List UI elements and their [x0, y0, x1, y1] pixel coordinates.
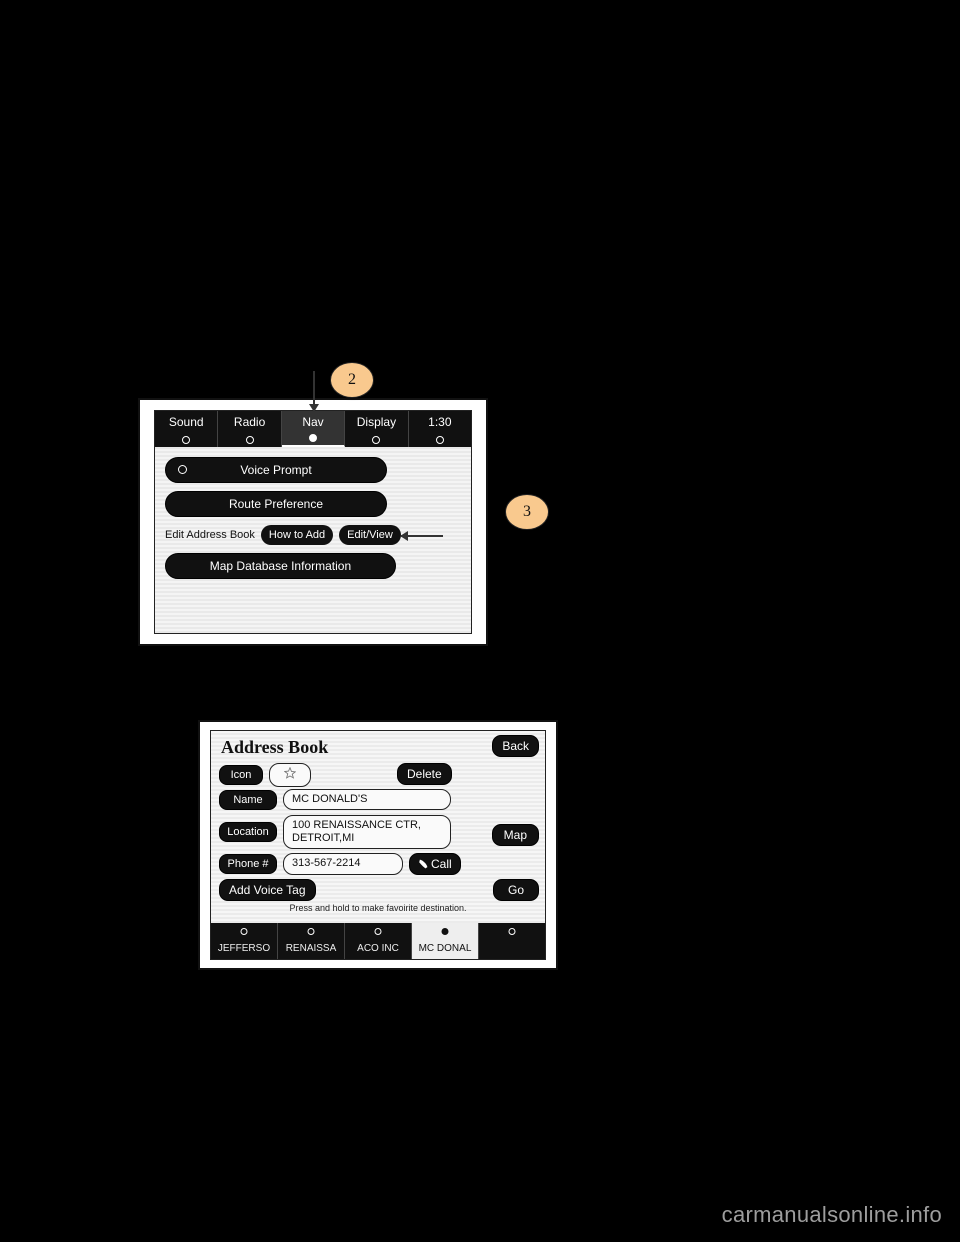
- edit-view-label: Edit/View: [347, 529, 393, 541]
- call-label: Call: [431, 857, 452, 871]
- nav-menu-body: Voice Prompt Route Preference Edit Addre…: [165, 457, 461, 587]
- route-preference-label: Route Preference: [229, 497, 323, 511]
- callout-2-leader: [313, 371, 315, 411]
- slot-label: MC DONAL: [419, 943, 472, 954]
- phone-button[interactable]: Phone #: [219, 854, 277, 874]
- address-book-screenshot: Address Book Back Icon Delete Name MC DO…: [198, 720, 558, 970]
- tab-sound-dot: [182, 436, 190, 444]
- location-button[interactable]: Location: [219, 822, 277, 842]
- name-value[interactable]: MC DONALD'S: [283, 789, 451, 810]
- callout-2: 2: [330, 362, 374, 398]
- phone-value[interactable]: 313-567-2214: [283, 853, 403, 874]
- address-book-panel: Address Book Back Icon Delete Name MC DO…: [210, 730, 546, 960]
- delete-button[interactable]: Delete: [397, 763, 452, 785]
- edit-address-book-label: Edit Address Book: [165, 529, 255, 541]
- tab-nav[interactable]: Nav: [282, 411, 345, 447]
- tab-radio-label: Radio: [234, 415, 265, 429]
- tab-display-label: Display: [357, 415, 396, 429]
- voice-prompt-indicator: [178, 465, 187, 474]
- slot-label: JEFFERSO: [218, 943, 270, 954]
- map-database-info-button[interactable]: Map Database Information: [165, 553, 396, 579]
- nav-top-tabs: Sound Radio Nav Display 1:30: [155, 411, 471, 447]
- tab-sound-label: Sound: [169, 415, 204, 429]
- phone-icon: [418, 859, 428, 869]
- tab-radio-dot: [246, 436, 254, 444]
- slot-label: RENAISSA: [286, 943, 337, 954]
- slot-dot: [509, 928, 516, 935]
- call-button[interactable]: Call: [409, 853, 461, 875]
- location-value[interactable]: 100 RENAISSANCE CTR, DETROIT,MI: [283, 815, 451, 849]
- slot-dot: [442, 928, 449, 935]
- nav-settings-screenshot: Sound Radio Nav Display 1:30: [138, 398, 488, 646]
- slot-dot: [375, 928, 382, 935]
- route-preference-button[interactable]: Route Preference: [165, 491, 387, 517]
- favorite-slot-3[interactable]: ACO INC: [345, 923, 412, 959]
- edit-view-button[interactable]: Edit/View: [339, 525, 401, 545]
- tab-nav-label: Nav: [302, 415, 323, 429]
- slot-dot: [308, 928, 315, 935]
- address-book-title: Address Book: [221, 737, 328, 758]
- add-voice-tag-button[interactable]: Add Voice Tag: [219, 879, 316, 901]
- slot-label: ACO INC: [357, 943, 399, 954]
- icon-row: Icon: [219, 763, 311, 787]
- favorite-note: Press and hold to make favoirite destina…: [211, 903, 545, 913]
- callout-3: 3: [505, 494, 549, 530]
- back-button[interactable]: Back: [492, 735, 539, 757]
- name-button[interactable]: Name: [219, 790, 277, 810]
- slot-dot: [241, 928, 248, 935]
- watermark: carmanualsonline.info: [722, 1202, 942, 1228]
- phone-row: Phone # 313-567-2214 Call: [219, 853, 461, 875]
- edit-address-book-row: Edit Address Book How to Add Edit/View: [165, 525, 461, 545]
- callout-3-leader: [401, 535, 443, 537]
- tab-time-label: 1:30: [428, 415, 451, 429]
- favorite-slot-4[interactable]: MC DONAL: [412, 923, 479, 959]
- favorite-slot-5[interactable]: [479, 923, 545, 959]
- nav-settings-panel: Sound Radio Nav Display 1:30: [154, 410, 472, 634]
- map-button[interactable]: Map: [492, 824, 539, 846]
- tab-nav-dot: [309, 434, 317, 442]
- tab-sound[interactable]: Sound: [155, 411, 218, 447]
- tab-display[interactable]: Display: [345, 411, 408, 447]
- icon-button[interactable]: Icon: [219, 765, 263, 785]
- voice-prompt-button[interactable]: Voice Prompt: [165, 457, 387, 483]
- tab-time-dot: [436, 436, 444, 444]
- go-button[interactable]: Go: [493, 879, 539, 901]
- icon-value[interactable]: [269, 763, 311, 787]
- tab-display-dot: [372, 436, 380, 444]
- tab-radio[interactable]: Radio: [218, 411, 281, 447]
- map-database-info-label: Map Database Information: [210, 559, 351, 573]
- favorites-bar: JEFFERSO RENAISSA ACO INC MC DONAL: [211, 923, 545, 959]
- how-to-add-button[interactable]: How to Add: [261, 525, 333, 545]
- name-row: Name MC DONALD'S: [219, 789, 451, 810]
- location-row: Location 100 RENAISSANCE CTR, DETROIT,MI: [219, 815, 451, 849]
- voice-prompt-label: Voice Prompt: [240, 463, 311, 477]
- pin-icon: [284, 767, 296, 779]
- favorite-slot-1[interactable]: JEFFERSO: [211, 923, 278, 959]
- favorite-slot-2[interactable]: RENAISSA: [278, 923, 345, 959]
- tab-time: 1:30: [409, 411, 471, 447]
